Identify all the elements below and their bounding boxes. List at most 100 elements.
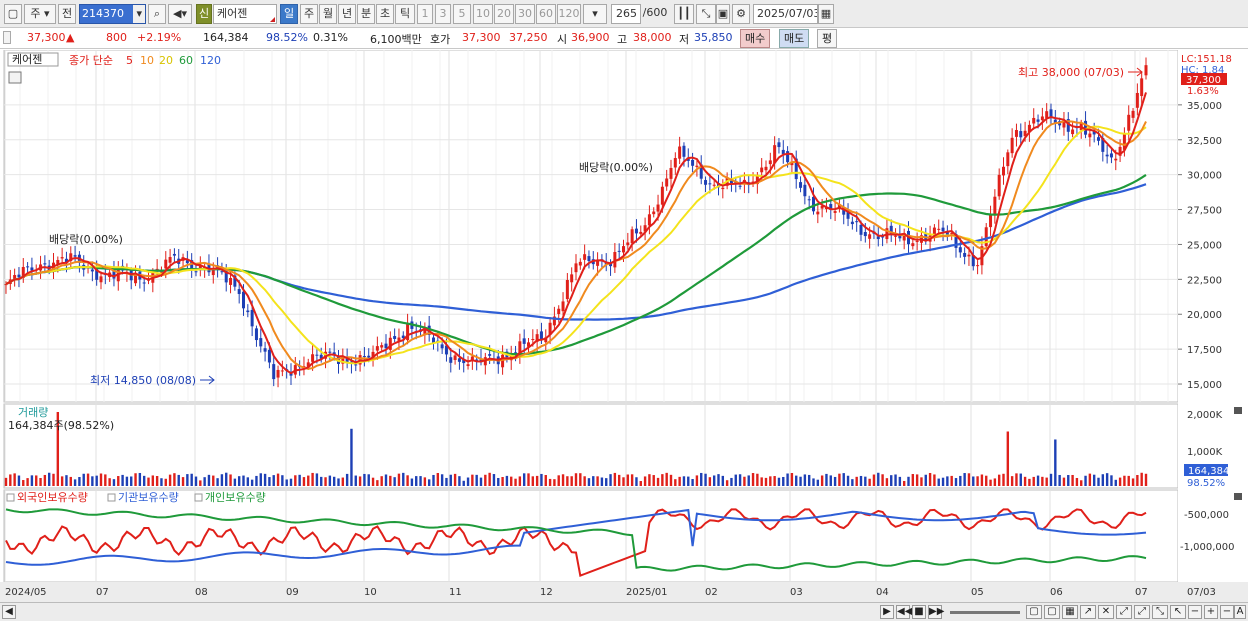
new-listing-badge: 신 <box>196 4 212 24</box>
draw3-icon[interactable]: ⤡ <box>1152 605 1168 619</box>
interval-30-button[interactable]: 30 <box>515 4 535 24</box>
candle-body <box>1097 137 1100 141</box>
stock-tag-box <box>7 52 59 67</box>
pointer-icon[interactable]: ↖ <box>1170 605 1186 619</box>
evaluate-button[interactable]: 평 <box>817 29 838 48</box>
zoom-in-icon[interactable]: + <box>1204 605 1218 619</box>
draw1-icon[interactable]: ⤢ <box>1116 605 1132 619</box>
prev-button[interactable]: 전 <box>58 4 76 24</box>
interval-dropdown[interactable]: ▾ <box>583 4 607 24</box>
volume-panel-close-icon[interactable] <box>1234 407 1242 414</box>
count-input[interactable]: 265 <box>611 4 641 24</box>
interval-60-button[interactable]: 60 <box>536 4 556 24</box>
candle-body <box>13 275 17 280</box>
volume-bar <box>773 476 776 486</box>
stock-chart-svg[interactable]: 케어젠 종가 단순 5 10 20 60 120 배당락(0.00%) 배당락(… <box>0 49 1248 602</box>
holding-panel-frame <box>3 489 1179 583</box>
stock-name-field[interactable]: 케어젠 <box>213 4 277 24</box>
text-tool-icon[interactable]: A <box>1234 605 1246 619</box>
layout3-icon[interactable]: ▦ <box>1062 605 1078 619</box>
buy-button[interactable]: 매수 <box>740 29 771 48</box>
volume-bar <box>315 473 319 486</box>
stop-icon[interactable]: ■ <box>912 605 926 619</box>
volume-bar <box>777 477 781 486</box>
period-week-button[interactable]: 주 <box>300 4 318 24</box>
calendar-icon[interactable]: ▦ <box>818 4 834 24</box>
volume-bar <box>117 476 120 486</box>
candle-body <box>751 181 755 183</box>
bottom-scrollbar[interactable]: ◀ ▶ ◀◀ ■ ▶▶ ▢ ▢ ▦ ↗ ✕ ⤢ ⤢ ⤡ ↖ − + − A <box>0 602 1248 621</box>
period-minute-button[interactable]: 분 <box>357 4 375 24</box>
candle-body <box>220 271 224 273</box>
gear-icon[interactable]: ⚙ <box>732 4 750 24</box>
candle-body <box>134 274 138 284</box>
volume-bar <box>885 478 889 486</box>
volume-bar <box>851 479 854 486</box>
holding-panel-close-icon[interactable] <box>1234 493 1242 500</box>
rewind-icon[interactable]: ◀◀ <box>896 605 913 619</box>
candle-body <box>246 310 250 313</box>
play-icon[interactable]: ▶ <box>880 605 894 619</box>
open-label: 시 <box>557 33 568 46</box>
stock-code-input[interactable]: 214370 ▾ <box>79 4 146 24</box>
volume-bar <box>108 478 111 486</box>
draw2-icon[interactable]: ⤢ <box>1134 605 1150 619</box>
minus-icon[interactable]: − <box>1220 605 1234 619</box>
interval-10-button[interactable]: 10 <box>473 4 493 24</box>
volume-bars <box>4 412 1148 486</box>
volume-ratio: 98.52% <box>266 31 308 44</box>
candle-body <box>1062 121 1066 128</box>
chart-area[interactable]: 케어젠 종가 단순 5 10 20 60 120 배당락(0.00%) 배당락(… <box>0 49 1248 602</box>
candle-body <box>976 265 980 267</box>
interval-20-button[interactable]: 20 <box>494 4 514 24</box>
candle-body <box>777 142 781 148</box>
low-price: 35,850 <box>694 31 733 44</box>
period-day-button[interactable]: 일 <box>280 4 298 24</box>
quote-toggle-icon[interactable] <box>3 31 11 44</box>
candle-icon[interactable]: ┃┃ <box>674 4 694 24</box>
volume-bar <box>807 474 811 486</box>
candle-body <box>639 231 643 234</box>
save-icon[interactable]: ▣ <box>716 4 730 24</box>
candle-body <box>768 160 772 165</box>
candle-body <box>1040 116 1044 121</box>
period-tick-button[interactable]: 틱 <box>395 4 415 24</box>
crosshair-icon[interactable]: ⤡ <box>696 4 716 24</box>
zoom-out-icon[interactable]: − <box>1188 605 1202 619</box>
volume-bar <box>959 475 962 486</box>
scroll-left-icon[interactable]: ◀ <box>2 605 16 619</box>
candle-body <box>1049 109 1053 118</box>
speaker-icon[interactable]: ◀▾ <box>168 4 192 24</box>
candle-body <box>1071 129 1075 135</box>
interval-5-button[interactable]: 5 <box>453 4 471 24</box>
volume-bar <box>518 476 522 486</box>
search-icon[interactable]: ⌕ <box>148 4 166 24</box>
chart-settings-icon[interactable]: ▢ <box>4 4 22 24</box>
cross-icon[interactable]: ✕ <box>1098 605 1114 619</box>
volume-bar <box>933 474 936 486</box>
period-year-button[interactable]: 년 <box>338 4 356 24</box>
layout2-icon[interactable]: ▢ <box>1044 605 1060 619</box>
interval-3-button[interactable]: 3 <box>435 4 451 24</box>
sell-button[interactable]: 매도 <box>779 29 810 48</box>
period-second-button[interactable]: 초 <box>376 4 394 24</box>
interval-1-button[interactable]: 1 <box>417 4 433 24</box>
zoom-slider[interactable] <box>950 611 1020 614</box>
forward-icon[interactable]: ▶▶ <box>928 605 945 619</box>
volume-bar <box>609 474 612 486</box>
candle-body <box>643 225 647 232</box>
period-month-button[interactable]: 월 <box>319 4 337 24</box>
table-icon[interactable] <box>8 71 22 84</box>
candle-body <box>717 183 720 188</box>
trend-icon[interactable]: ↗ <box>1080 605 1096 619</box>
volume-bar <box>91 476 94 486</box>
candle-body <box>954 234 958 248</box>
volume-bar <box>838 473 841 486</box>
candle-body <box>211 268 215 276</box>
period-type-select[interactable]: 주 ▾ <box>24 4 56 24</box>
volume-bar <box>99 473 103 486</box>
interval-120-button[interactable]: 120 <box>557 4 581 24</box>
layout1-icon[interactable]: ▢ <box>1026 605 1042 619</box>
candle-body <box>544 337 548 343</box>
date-input[interactable]: 2025/07/03 <box>753 4 818 24</box>
